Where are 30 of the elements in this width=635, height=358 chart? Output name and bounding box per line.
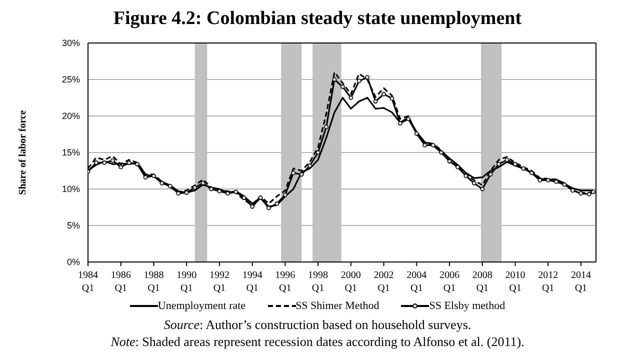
x-tick-label: 1984 Q1 — [78, 270, 98, 294]
x-tick-label: 1996 Q1 — [275, 270, 296, 294]
x-tick-label: 1998 Q1 — [308, 270, 328, 294]
x-tick-label: 2004 Q1 — [406, 270, 427, 294]
legend-label: SS Shimer Method — [296, 300, 380, 312]
y-tick-label: 0% — [66, 257, 80, 268]
y-tick-label: 15% — [62, 148, 80, 158]
x-tick-label: 2000 Q1 — [340, 270, 361, 294]
x-tick-label: 2014 Q1 — [570, 270, 591, 294]
x-tick-label: 1986 Q1 — [110, 270, 131, 294]
text: Note: Shaded areas represent recession dates according to Alfonso et al. (2011). — [110, 334, 524, 349]
source-note: Source: Author’s construction based on household surveys. — [164, 317, 472, 332]
x-tick-label: 1988 Q1 — [144, 270, 164, 294]
x-tick-label: 1990 Q1 — [176, 270, 197, 294]
y-tick-label: 20% — [62, 111, 80, 122]
legend-label: SS Elsby method — [429, 300, 506, 312]
chart-title: Figure 4.2: Colombian steady state unemployment — [112, 8, 523, 31]
y-tick-label: 30% — [62, 38, 80, 48]
x-tick-label: 2002 Q1 — [374, 270, 394, 294]
x-tick-label: 2008 Q1 — [472, 270, 492, 294]
legend-label: Unemployment rate — [158, 300, 246, 312]
x-tick-label: 2012 Q1 — [538, 270, 558, 294]
x-tick-label: 1992 Q1 — [209, 270, 230, 294]
x-tick-label: 2010 Q1 — [505, 270, 526, 294]
x-tick-label: 1994 Q1 — [242, 270, 262, 294]
y-axis-title: Share of labor force — [18, 110, 29, 195]
y-tick-label: 5% — [66, 220, 80, 231]
y-tick-label: 10% — [62, 184, 80, 194]
x-tick-label: 2006 Q1 — [439, 270, 460, 294]
y-tick-label: 25% — [62, 74, 80, 85]
